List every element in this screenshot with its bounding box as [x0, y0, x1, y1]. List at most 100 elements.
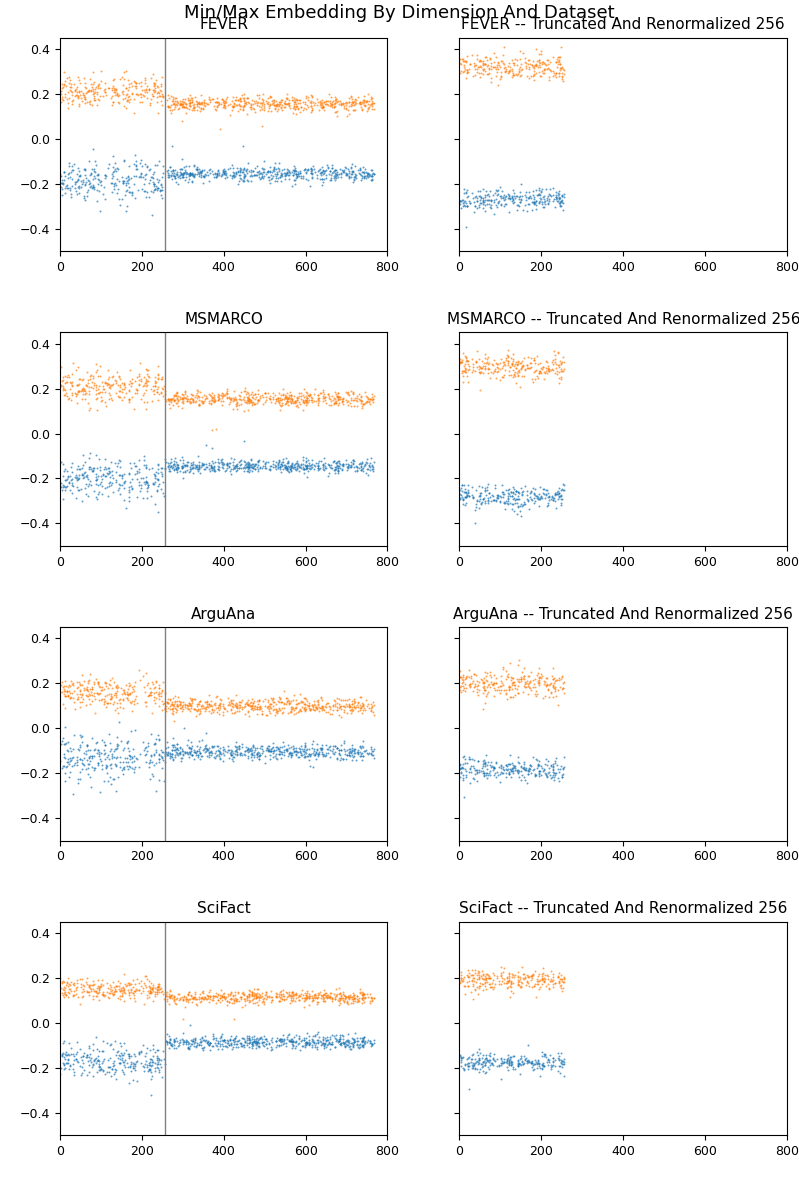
- Point: [551, 485, 564, 504]
- Point: [114, 466, 127, 485]
- Point: [70, 489, 82, 507]
- Point: [280, 691, 293, 710]
- Point: [522, 966, 535, 985]
- Point: [272, 94, 285, 113]
- Point: [78, 90, 91, 109]
- Point: [345, 88, 358, 107]
- Point: [500, 763, 513, 782]
- Point: [519, 675, 531, 694]
- Point: [480, 478, 493, 497]
- Point: [533, 45, 546, 64]
- Point: [188, 700, 201, 719]
- Point: [137, 86, 150, 105]
- Point: [118, 1034, 131, 1053]
- Point: [339, 92, 352, 111]
- Point: [337, 457, 350, 476]
- Point: [206, 986, 219, 1005]
- Point: [59, 1044, 72, 1063]
- Point: [282, 985, 295, 1004]
- Point: [249, 1031, 262, 1050]
- Point: [300, 740, 312, 759]
- Point: [173, 990, 186, 1009]
- Point: [153, 730, 165, 749]
- Point: [61, 682, 74, 701]
- Point: [495, 66, 507, 85]
- Point: [248, 457, 260, 476]
- Point: [70, 1049, 82, 1068]
- Point: [545, 972, 558, 991]
- Point: [338, 986, 351, 1005]
- Point: [525, 1051, 538, 1070]
- Point: [77, 446, 89, 465]
- Point: [103, 384, 116, 402]
- Point: [210, 1036, 223, 1055]
- Point: [190, 736, 203, 755]
- Point: [179, 170, 192, 189]
- Point: [532, 484, 545, 503]
- Point: [177, 463, 189, 481]
- Point: [270, 985, 283, 1004]
- Point: [536, 1058, 549, 1077]
- Point: [511, 676, 524, 695]
- Point: [286, 457, 299, 476]
- Point: [288, 1028, 301, 1047]
- Point: [557, 348, 570, 367]
- Point: [307, 1027, 320, 1045]
- Point: [82, 81, 95, 100]
- Point: [173, 166, 185, 185]
- Point: [485, 191, 498, 210]
- Point: [103, 1057, 116, 1076]
- Point: [63, 688, 76, 707]
- Point: [505, 51, 518, 70]
- Point: [304, 93, 317, 112]
- Point: [240, 990, 253, 1009]
- Point: [95, 971, 108, 990]
- Point: [533, 673, 546, 691]
- Point: [243, 457, 256, 476]
- Point: [487, 192, 500, 211]
- Point: [332, 461, 344, 480]
- Point: [456, 491, 469, 510]
- Point: [201, 1034, 213, 1053]
- Point: [356, 392, 368, 411]
- Point: [483, 1047, 496, 1066]
- Point: [276, 702, 289, 721]
- Point: [503, 677, 515, 696]
- Point: [527, 362, 540, 381]
- Point: [120, 79, 133, 98]
- Point: [198, 93, 211, 112]
- Point: [241, 384, 254, 402]
- Point: [467, 1055, 480, 1074]
- Point: [185, 172, 198, 191]
- Point: [507, 483, 520, 501]
- Point: [192, 460, 205, 479]
- Point: [192, 387, 205, 406]
- Point: [235, 693, 248, 712]
- Point: [339, 745, 352, 763]
- Point: [528, 493, 541, 512]
- Point: [339, 1036, 352, 1055]
- Point: [139, 80, 152, 99]
- Point: [143, 686, 156, 704]
- Point: [179, 388, 192, 407]
- Point: [209, 986, 221, 1005]
- Point: [508, 759, 521, 778]
- Point: [469, 981, 482, 999]
- Point: [249, 1038, 262, 1057]
- Point: [353, 453, 366, 472]
- Point: [63, 1045, 76, 1064]
- Point: [460, 63, 473, 81]
- Point: [264, 393, 277, 412]
- Point: [176, 1030, 189, 1049]
- Point: [121, 91, 133, 110]
- Point: [153, 182, 166, 201]
- Point: [144, 170, 157, 189]
- Point: [192, 747, 205, 766]
- Point: [285, 389, 298, 408]
- Point: [348, 168, 360, 186]
- Point: [164, 690, 177, 709]
- Point: [141, 1062, 154, 1081]
- Point: [87, 461, 100, 480]
- Point: [198, 459, 211, 478]
- Point: [511, 683, 524, 702]
